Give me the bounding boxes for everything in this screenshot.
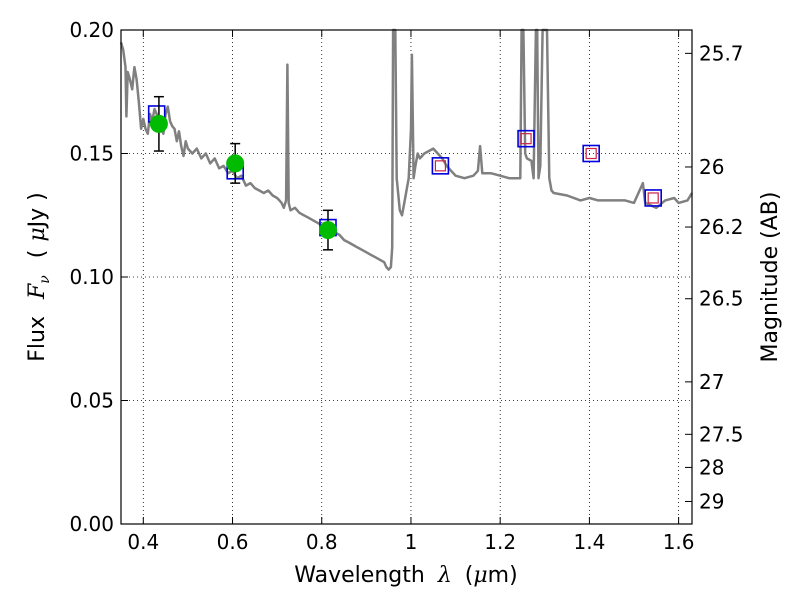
y-tick-label: 0.05 — [69, 389, 114, 413]
sed-model-line — [119, 28, 694, 271]
mag-tick-label: 27.5 — [699, 422, 744, 446]
mag-tick-label: 28 — [699, 455, 724, 479]
x-tick-label: 0.6 — [217, 530, 249, 554]
y-axis-label-text: Flux — [25, 316, 50, 362]
axis-ticks: 0.4 0.6 0.8 1 1.2 1.4 1.6 0.00 0.05 0.10 0.15 0.20 2… — [69, 18, 743, 554]
y-tick-label: 0.15 — [69, 142, 114, 166]
y-axis-label-sub: ν — [37, 275, 53, 284]
x-tick-label: 1 — [405, 530, 418, 554]
observed-flux-point — [318, 221, 337, 240]
observed-flux-point — [149, 114, 168, 133]
y-axis-label-unit-mu: μ — [25, 227, 50, 241]
y-axis-label: Flux Fν ( μJy ) — [25, 192, 55, 362]
mag-tick-label: 26 — [699, 155, 724, 179]
y-axis-label-symbol: F — [25, 283, 50, 300]
y-axis-label-unit-open: ( — [25, 250, 50, 259]
x-tick-label: 1.4 — [573, 530, 605, 554]
x-axis-label-text: Wavelength — [294, 563, 425, 588]
model-flux-box — [582, 144, 600, 163]
model-flux-box — [517, 129, 535, 148]
y-tick-label: 0.00 — [69, 512, 114, 536]
x-tick-label: 0.4 — [127, 530, 159, 554]
secondary-y-axis-label: Magnitude (AB) — [758, 192, 783, 363]
y-tick-label: 0.10 — [69, 265, 114, 289]
observed-flux-point — [226, 154, 245, 173]
mag-tick-label: 29 — [699, 489, 724, 513]
model-flux-inner-box — [434, 160, 447, 172]
x-axis-label-unit-open: ( — [465, 563, 474, 588]
sed-curve-group — [119, 28, 694, 271]
model-flux-inner-box — [585, 147, 597, 160]
x-axis-label-unit-rest: m) — [488, 563, 518, 588]
mag-tick-label: 25.7 — [699, 41, 744, 65]
model-flux-inner-box — [647, 192, 659, 204]
x-axis-label: Wavelength λ (μm) — [294, 563, 517, 588]
mag-tick-label: 26.5 — [699, 287, 744, 311]
model-flux-box — [644, 189, 662, 207]
photometry-points — [147, 95, 662, 251]
x-axis-label-unit-mu: μ — [473, 563, 487, 588]
x-tick-label: 1.6 — [663, 530, 695, 554]
mag-tick-label: 27 — [699, 370, 724, 394]
x-tick-label: 1.2 — [484, 530, 516, 554]
model-flux-box — [431, 157, 450, 175]
mag-tick-label: 26.2 — [699, 215, 744, 239]
x-tick-label: 0.8 — [306, 530, 338, 554]
x-axis-label-symbol: λ — [437, 563, 452, 588]
y-axis-label-unit-rest: Jy ) — [25, 192, 50, 229]
model-flux-inner-box — [520, 133, 532, 145]
y-tick-label: 0.20 — [69, 18, 114, 42]
